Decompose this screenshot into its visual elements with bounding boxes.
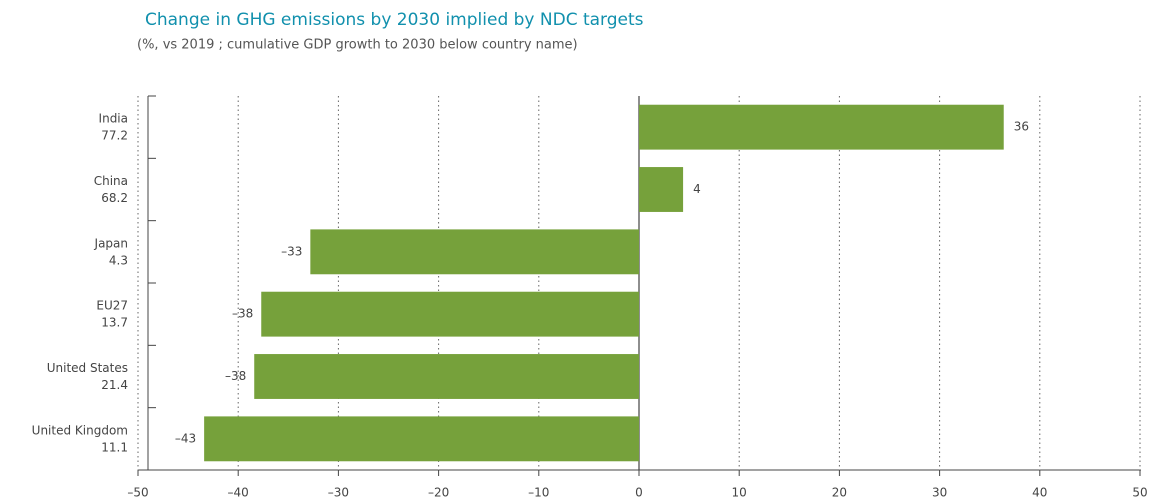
x-tick-label: –40 (228, 486, 249, 500)
gdp-growth-label: 13.7 (101, 316, 128, 330)
bar (261, 291, 639, 337)
gdp-growth-label: 21.4 (101, 378, 128, 392)
x-tick-label: –50 (127, 486, 148, 500)
bar (204, 416, 639, 462)
x-tick-label: –20 (428, 486, 449, 500)
gdp-growth-label: 11.1 (101, 440, 128, 454)
x-tick-label: –10 (528, 486, 549, 500)
value-label: –38 (232, 307, 253, 321)
x-tick-label: 50 (1132, 486, 1147, 500)
category-label: EU27 (96, 299, 128, 313)
x-tick-label: 0 (635, 486, 643, 500)
x-tick-label: 40 (1032, 486, 1047, 500)
value-label: –43 (175, 431, 196, 445)
value-label: –38 (225, 369, 246, 383)
chart-title: Change in GHG emissions by 2030 implied … (145, 10, 644, 30)
x-tick-label: 30 (932, 486, 947, 500)
chart-subtitle: (%, vs 2019 ; cumulative GDP growth to 2… (137, 38, 578, 53)
gdp-growth-label: 77.2 (101, 129, 128, 143)
category-label: United States (47, 361, 128, 375)
bar (310, 229, 639, 275)
bar (254, 354, 639, 399)
x-tick-label: –30 (328, 486, 349, 500)
value-label: 4 (693, 182, 701, 196)
category-label: United Kingdom (32, 423, 128, 437)
bar (639, 167, 684, 212)
category-label: China (94, 174, 128, 188)
category-label: Japan (94, 236, 128, 250)
category-label: India (99, 112, 128, 126)
gdp-growth-label: 4.3 (109, 253, 128, 267)
x-tick-label: 10 (732, 486, 747, 500)
gdp-growth-label: 68.2 (101, 191, 128, 205)
x-tick-label: 20 (832, 486, 847, 500)
value-label: –33 (281, 244, 302, 258)
value-label: 36 (1014, 120, 1029, 134)
bar (639, 104, 1004, 150)
